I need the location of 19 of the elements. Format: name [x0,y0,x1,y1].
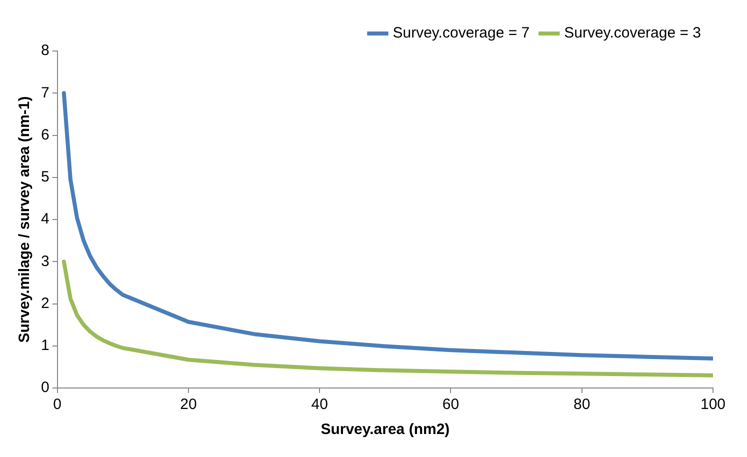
legend-label: Survey.coverage = 3 [564,24,702,42]
y-tick-label: 3 [41,252,50,270]
y-tick-label: 1 [41,337,50,354]
x-tick-label: 20 [180,396,197,414]
x-axis-title: Survey.area (nm2) [320,421,450,438]
y-tick-label: 7 [41,84,50,102]
y-tick-label: 6 [41,126,50,144]
y-tick-label: 0 [41,379,50,396]
y-tick-label: 2 [41,294,50,312]
x-tick-label: 40 [311,396,328,414]
x-tick-label: 0 [53,396,62,414]
x-tick-label: 80 [574,396,590,414]
y-tick-label: 5 [41,168,50,186]
y-axis-title: Survey.milage / survey area (nm-1) [16,96,34,343]
y-tick-label: 8 [41,42,50,60]
legend-label: Survey.coverage = 7 [392,24,530,42]
x-tick-label: 60 [442,396,460,414]
x-tick-label: 100 [700,396,726,414]
y-tick-label: 4 [41,210,50,228]
